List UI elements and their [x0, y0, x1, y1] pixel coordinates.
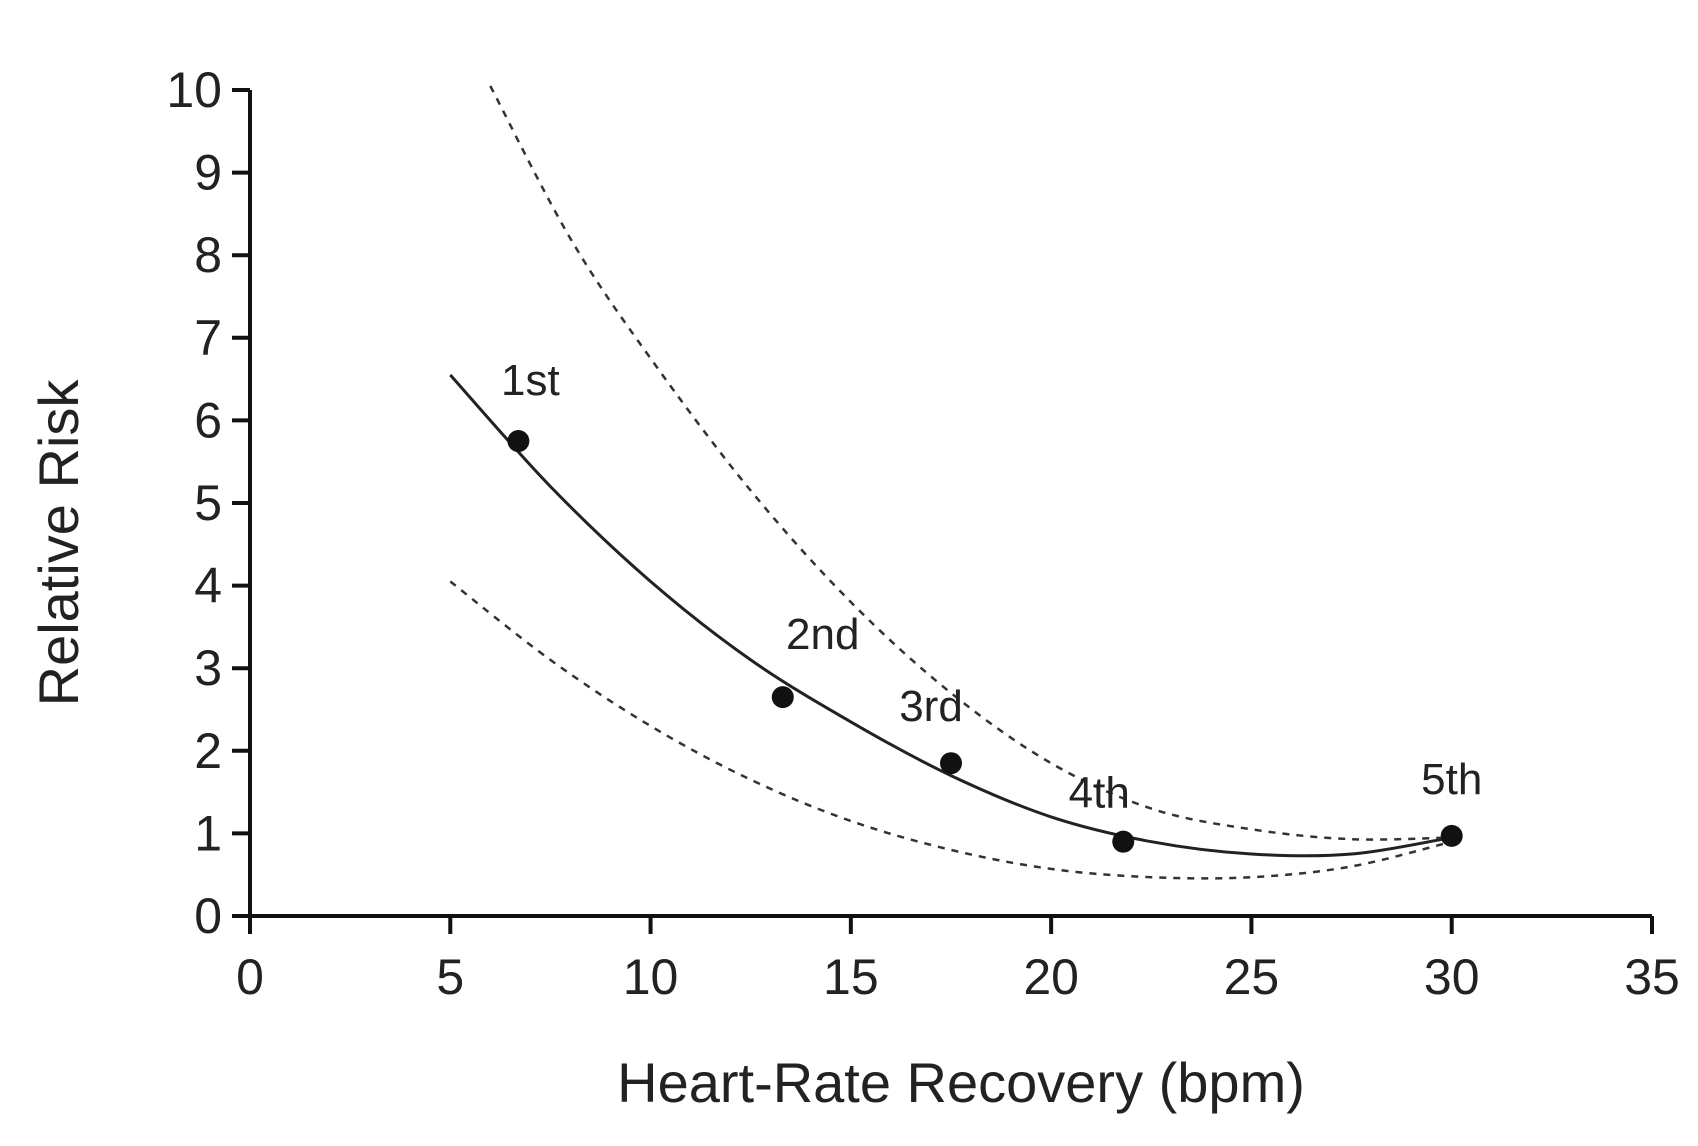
- y-tick-label: 5: [194, 475, 222, 531]
- y-tick-label: 1: [194, 805, 222, 861]
- x-tick-label: 5: [436, 949, 464, 1005]
- x-tick-label: 20: [1023, 949, 1079, 1005]
- data-point: [1440, 824, 1463, 847]
- x-axis-ticks: 0 5 10 15 20 25 30 35: [236, 916, 1680, 1005]
- confidence-band-line: [489, 85, 1452, 841]
- y-tick-label: 9: [194, 145, 222, 201]
- data-point: [507, 430, 530, 453]
- y-tick-label: 7: [194, 310, 222, 366]
- x-tick-label: 10: [623, 949, 679, 1005]
- axes: [248, 90, 1652, 918]
- y-tick-label: 6: [194, 392, 222, 448]
- curves: [449, 85, 1452, 880]
- x-tick-label: 30: [1424, 949, 1480, 1005]
- x-tick-label: 0: [236, 949, 264, 1005]
- confidence-band-line: [449, 580, 1452, 880]
- data-points: 1st 2nd 3rd 4th 5th: [501, 356, 1482, 853]
- x-tick-label: 15: [823, 949, 879, 1005]
- y-axis-ticks: 0 1 2 3 4 5 6 7 8 9 10: [166, 62, 250, 944]
- data-point-label: 4th: [1069, 769, 1130, 818]
- data-point-label: 5th: [1421, 755, 1482, 804]
- y-tick-label: 10: [166, 62, 222, 118]
- x-tick-label: 25: [1224, 949, 1280, 1005]
- y-axis-title: Relative Risk: [27, 379, 90, 707]
- y-tick-label: 4: [194, 558, 222, 614]
- fitted-curve: [449, 373, 1452, 858]
- y-tick-label: 8: [194, 227, 222, 283]
- data-point: [771, 686, 794, 709]
- data-point-label: 2nd: [786, 610, 859, 659]
- data-point: [940, 752, 962, 775]
- data-point-label: 1st: [501, 356, 560, 405]
- x-tick-label: 35: [1624, 949, 1680, 1005]
- y-tick-label: 0: [194, 888, 222, 944]
- data-point: [1112, 830, 1135, 853]
- y-tick-label: 3: [194, 640, 222, 696]
- y-tick-label: 2: [194, 723, 222, 779]
- data-point-label: 3rd: [899, 682, 963, 731]
- x-axis-title: Heart-Rate Recovery (bpm): [617, 1051, 1305, 1114]
